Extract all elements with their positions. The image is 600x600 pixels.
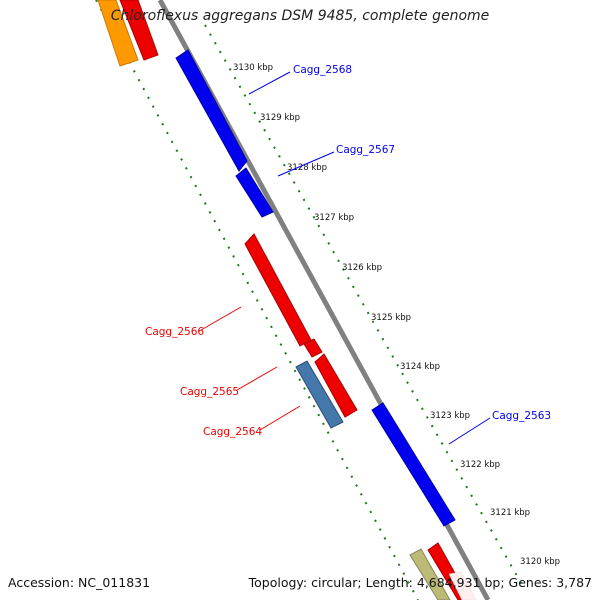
gene-label-cagg-2567[interactable]: Cagg_2567 bbox=[336, 144, 395, 156]
leader-cagg-2567 bbox=[277, 151, 335, 177]
accession-text: Accession: NC_011831 bbox=[8, 575, 151, 590]
genome-summary-text: Topology: circular; Length: 4,684,931 bp… bbox=[248, 575, 592, 590]
tick-label-3120: 3120 kbp bbox=[520, 557, 560, 567]
leader-cagg-2568 bbox=[248, 71, 291, 95]
leader-cagg-2564 bbox=[259, 405, 301, 431]
leader-cagg-2563 bbox=[448, 417, 491, 445]
gene-label-cagg-2568[interactable]: Cagg_2568 bbox=[293, 64, 352, 76]
tick-label-3125: 3125 kbp bbox=[371, 313, 411, 323]
feature-partial-tan[interactable] bbox=[409, 548, 451, 600]
tick-label-3127: 3127 kbp bbox=[314, 213, 354, 223]
tick-label-3123: 3123 kbp bbox=[430, 411, 470, 421]
gene-label-cagg-2565[interactable]: Cagg_2565 bbox=[180, 386, 239, 398]
tick-label-3126: 3126 kbp bbox=[342, 263, 382, 273]
gene-arrow-cagg-2567[interactable] bbox=[235, 167, 274, 218]
tick-label-3122: 3122 kbp bbox=[460, 460, 500, 470]
tick-label-3129: 3129 kbp bbox=[260, 113, 300, 123]
gene-label-cagg-2564[interactable]: Cagg_2564 bbox=[203, 426, 262, 438]
gene-label-cagg-2566[interactable]: Cagg_2566 bbox=[145, 326, 204, 338]
gene-arrow-cagg-2568[interactable] bbox=[175, 49, 248, 172]
feature-partial-white-bottom bbox=[448, 571, 477, 600]
gene-arrow-cagg-2563[interactable] bbox=[371, 402, 456, 527]
leader-cagg-2566 bbox=[200, 306, 242, 331]
gene-label-cagg-2563[interactable]: Cagg_2563 bbox=[492, 410, 551, 422]
inner-tick-rail bbox=[95, 0, 419, 600]
tick-label-3130: 3130 kbp bbox=[233, 63, 273, 73]
gene-arrow-cagg-2565[interactable] bbox=[295, 360, 344, 429]
tick-label-3124: 3124 kbp bbox=[400, 362, 440, 372]
feature-partial-orange[interactable] bbox=[97, 0, 139, 67]
map-title: Chloroflexus aggregans DSM 9485, complet… bbox=[110, 8, 490, 24]
gene-arrow-cagg-2566[interactable] bbox=[244, 233, 312, 347]
leader-cagg-2565 bbox=[236, 366, 278, 391]
tick-label-3128: 3128 kbp bbox=[287, 163, 327, 173]
feature-partial-red-top[interactable] bbox=[119, 0, 159, 61]
tick-label-3121: 3121 kbp bbox=[490, 508, 530, 518]
gene-arrow-small-red[interactable] bbox=[303, 338, 323, 358]
outer-tick-rail bbox=[204, 24, 526, 591]
gene-arrow-cagg-2564[interactable] bbox=[314, 353, 358, 418]
